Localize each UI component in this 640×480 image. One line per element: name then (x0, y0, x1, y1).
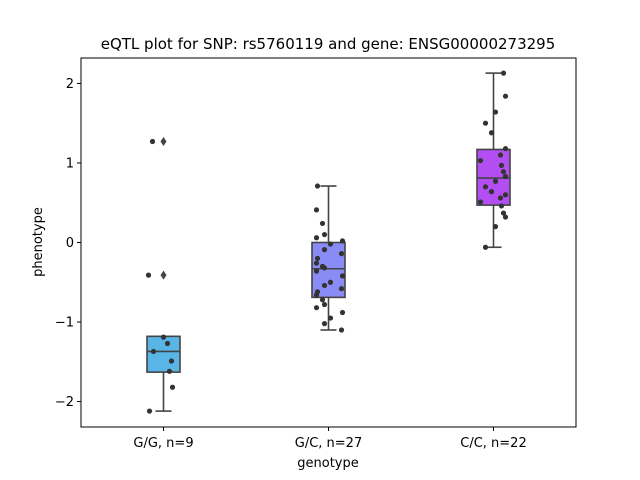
data-point (146, 408, 153, 414)
data-point (313, 260, 320, 266)
data-point (321, 265, 328, 271)
data-point (339, 309, 346, 316)
x-tick-label: G/C, n=27 (295, 436, 362, 451)
y-tick-label: 1 (66, 156, 74, 171)
data-point (145, 272, 152, 278)
data-point (339, 273, 346, 279)
data-point (313, 305, 320, 311)
data-point (497, 195, 504, 201)
data-point (482, 184, 489, 190)
data-point (492, 109, 499, 115)
data-point (314, 255, 321, 262)
data-point (500, 169, 507, 175)
y-tick-label: −1 (55, 316, 74, 331)
data-point (502, 214, 509, 220)
data-point (502, 192, 509, 198)
data-point (482, 120, 489, 126)
data-point (313, 207, 320, 213)
data-point (338, 251, 345, 257)
y-tick-label: 2 (66, 77, 74, 92)
data-point (149, 138, 156, 145)
data-point (477, 157, 484, 164)
data-point (488, 130, 495, 136)
data-point (500, 210, 507, 216)
data-point (168, 358, 175, 364)
x-axis-label: genotype (297, 456, 358, 471)
data-point (321, 247, 328, 253)
data-point (313, 235, 320, 241)
data-point (327, 315, 334, 321)
y-axis: −2 −1 0 1 2 (55, 77, 81, 410)
x-tick-label: G/G, n=9 (133, 436, 193, 451)
data-point (488, 189, 495, 195)
data-point (319, 220, 326, 227)
data-point (339, 238, 346, 244)
x-tick-label: C/C, n=22 (460, 436, 526, 451)
data-point (319, 297, 326, 303)
x-axis: G/G, n=9 G/C, n=27 C/C, n=22 (133, 427, 527, 451)
box (146, 335, 181, 373)
data-point (502, 93, 509, 99)
data-point (502, 173, 509, 180)
chart-title: eQTL plot for SNP: rs5760119 and gene: E… (101, 35, 556, 53)
data-point (164, 340, 171, 347)
data-point (492, 223, 499, 230)
y-tick-label: 0 (66, 236, 74, 251)
data-point (500, 70, 507, 76)
data-point (498, 203, 505, 209)
data-point (313, 268, 320, 274)
data-point (321, 321, 328, 327)
data-point (492, 178, 499, 184)
data-point (321, 282, 328, 289)
box-group (146, 137, 181, 412)
data-point (477, 199, 484, 205)
data-point (169, 384, 176, 390)
data-point (327, 279, 334, 285)
outlier-point (160, 270, 167, 280)
data-point (498, 162, 505, 168)
data-point (321, 231, 328, 238)
data-point (150, 348, 157, 355)
data-point (327, 241, 334, 247)
data-point (160, 334, 167, 340)
data-point (338, 286, 345, 292)
data-point (482, 244, 489, 250)
outlier-point (160, 137, 167, 147)
data-point (321, 301, 328, 308)
data-point (314, 183, 321, 189)
data-point (497, 152, 504, 158)
y-axis-label: phenotype (31, 207, 46, 277)
data-point (313, 292, 320, 298)
data-point (338, 327, 345, 333)
data-point (166, 368, 173, 374)
data-point (502, 146, 509, 152)
y-tick-label: −2 (55, 395, 74, 410)
